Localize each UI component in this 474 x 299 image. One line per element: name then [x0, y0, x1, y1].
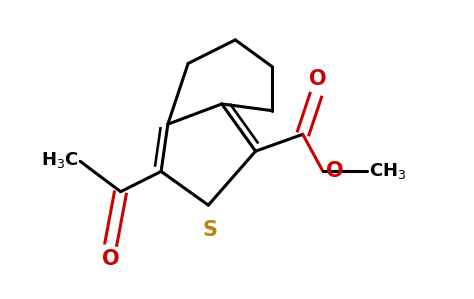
Text: O: O [309, 69, 327, 89]
Text: S: S [202, 220, 218, 240]
Text: CH$_3$: CH$_3$ [369, 161, 406, 181]
Text: O: O [327, 161, 344, 181]
Text: O: O [102, 249, 119, 269]
Text: H$_3$C: H$_3$C [41, 150, 79, 170]
